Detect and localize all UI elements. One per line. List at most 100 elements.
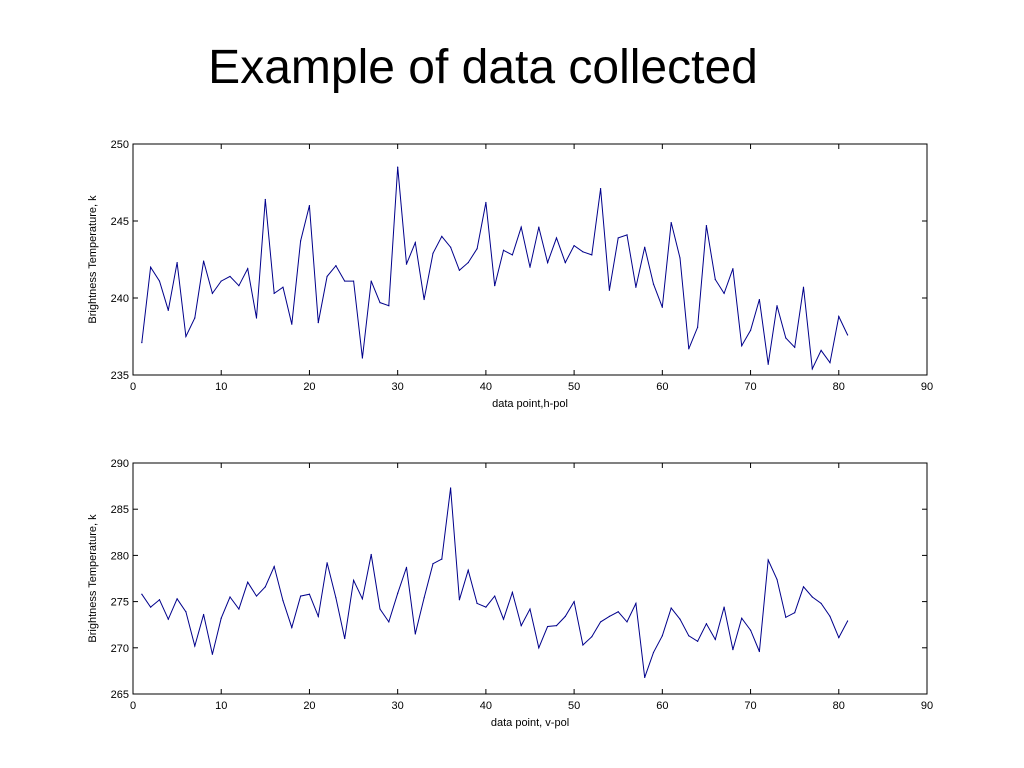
- data-point: [432, 563, 434, 565]
- data-point: [414, 241, 416, 244]
- data-point: [547, 625, 549, 628]
- data-point: [291, 323, 293, 325]
- data-point: [767, 559, 769, 561]
- data-point: [608, 289, 611, 291]
- data-point: [644, 676, 646, 678]
- x-tick-label: 10: [215, 700, 227, 712]
- data-point: [591, 254, 593, 256]
- x-tick-label: 30: [392, 381, 404, 393]
- data-point: [150, 606, 152, 608]
- data-point: [847, 620, 849, 622]
- subplot-1: 0 10 20 30 40 50 60 70 80 90 235 240 245 250 data poin…: [87, 139, 933, 410]
- data-point: [344, 637, 346, 640]
- data-point: [749, 629, 752, 631]
- data-point: [176, 598, 178, 600]
- data-point: [273, 565, 275, 568]
- data-point: [529, 608, 531, 610]
- data-point: [582, 251, 584, 253]
- data-point: [167, 309, 169, 311]
- data-point: [661, 306, 663, 308]
- data-point: [670, 221, 672, 224]
- data-point: [158, 599, 161, 601]
- data-point: [264, 586, 266, 588]
- data-point: [335, 597, 337, 599]
- data-point: [564, 615, 566, 617]
- data-point: [838, 637, 840, 639]
- x-axis-label: data point,h-pol: [492, 398, 568, 410]
- data-point: [608, 615, 611, 617]
- data-point: [573, 601, 575, 603]
- y-axis-label: Brightness Temperature, k: [87, 514, 99, 643]
- data-point: [494, 595, 496, 597]
- data-point: [547, 261, 549, 264]
- data-point: [811, 596, 813, 598]
- data-point: [194, 317, 196, 319]
- y-tick-label: 265: [111, 689, 129, 701]
- data-point: [388, 305, 390, 307]
- data-point: [211, 292, 213, 294]
- data-point: [291, 626, 293, 629]
- y-tick-label: 285: [111, 504, 129, 516]
- data-point: [564, 261, 566, 264]
- x-tick-label: 70: [744, 700, 756, 712]
- data-point: [220, 617, 222, 619]
- data-point: [370, 280, 372, 282]
- data-point: [741, 345, 743, 347]
- data-point: [458, 599, 461, 601]
- data-point: [158, 280, 161, 282]
- data-point: [238, 608, 240, 610]
- data-point: [794, 612, 796, 614]
- data-point: [255, 595, 258, 597]
- data-point: [723, 292, 725, 294]
- data-point: [705, 623, 708, 625]
- data-point: [502, 618, 505, 620]
- x-tick-label: 0: [130, 700, 136, 712]
- data-point: [247, 581, 249, 583]
- data-point: [141, 342, 143, 344]
- data-point: [714, 278, 716, 281]
- data-point: [185, 335, 187, 338]
- x-tick-label: 30: [392, 700, 404, 712]
- data-point: [185, 611, 187, 613]
- data-point: [423, 298, 425, 301]
- data-point: [538, 226, 540, 228]
- data-point: [582, 644, 584, 646]
- x-tick-label: 0: [130, 381, 136, 393]
- data-point: [820, 602, 822, 605]
- data-point: [255, 317, 258, 319]
- data-point: [599, 188, 602, 190]
- data-point: [555, 625, 558, 627]
- data-point: [176, 261, 178, 264]
- data-point: [688, 635, 690, 637]
- x-tick-label: 50: [568, 700, 580, 712]
- data-point: [688, 348, 690, 350]
- y-tick-label: 240: [111, 293, 129, 305]
- data-point: [405, 263, 408, 265]
- data-point: [282, 286, 284, 288]
- data-point: [794, 346, 796, 348]
- data-point: [573, 245, 575, 247]
- x-tick-label: 40: [480, 381, 492, 393]
- data-point: [652, 651, 655, 654]
- data-point: [802, 286, 805, 288]
- x-tick-label: 90: [921, 381, 933, 393]
- data-point: [776, 305, 778, 307]
- data-point: [838, 315, 840, 318]
- data-point: [520, 226, 522, 228]
- x-tick-label: 70: [744, 381, 756, 393]
- x-tick-label: 60: [656, 700, 668, 712]
- data-point: [167, 618, 169, 620]
- data-point: [617, 611, 619, 613]
- x-tick-label: 10: [215, 381, 227, 393]
- data-point: [502, 249, 505, 251]
- x-tick-label: 60: [656, 381, 668, 393]
- data-point: [476, 602, 478, 605]
- data-point: [520, 625, 522, 627]
- data-point: [811, 368, 813, 370]
- data-point: [211, 653, 213, 655]
- data-point: [538, 647, 540, 649]
- subplot-2: 0 10 20 30 40 50 60 70 80 90 265 270 275 280 285 290 dat…: [87, 458, 933, 729]
- x-tick-label: 80: [833, 700, 845, 712]
- data-point: [300, 240, 302, 242]
- data-point: [335, 265, 337, 267]
